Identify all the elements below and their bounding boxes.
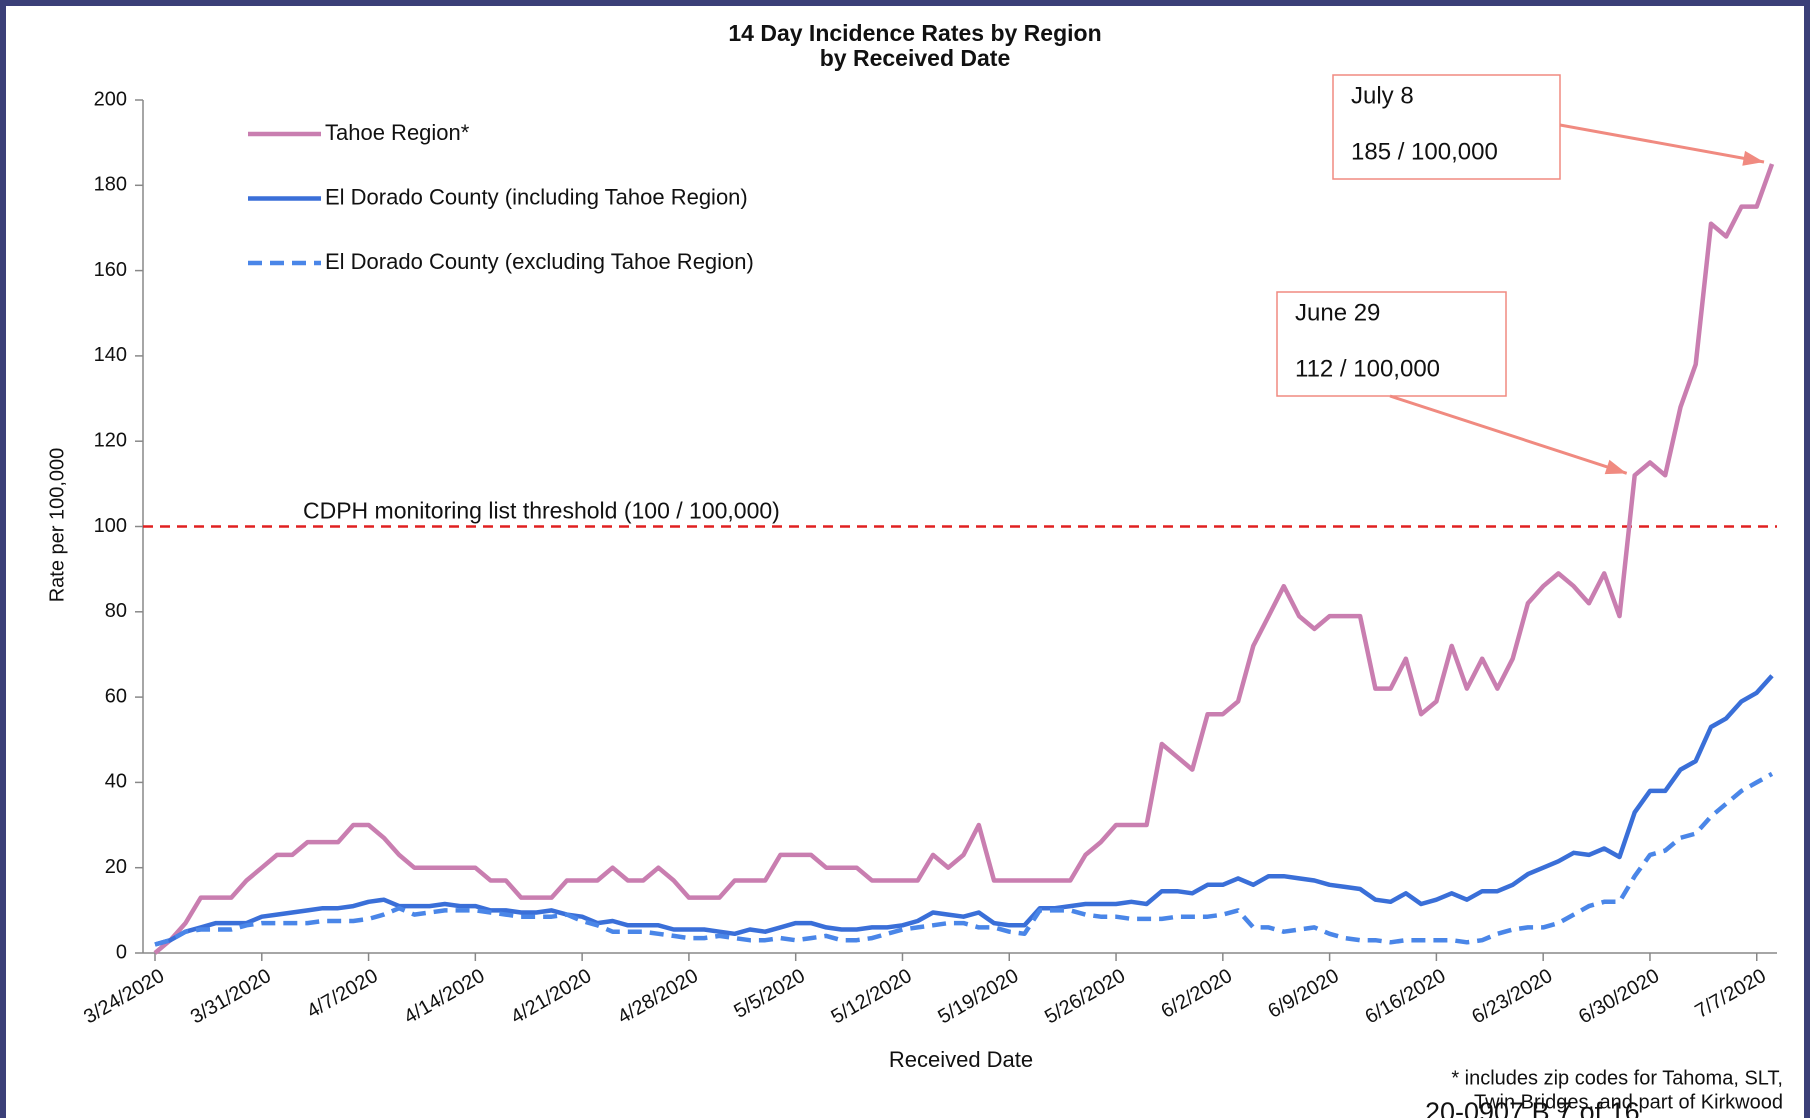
y-tick-label: 180 (94, 174, 127, 196)
y-tick-label: 20 (105, 856, 127, 878)
threshold-label: CDPH monitoring list threshold (100 / 10… (303, 498, 780, 524)
y-tick-label: 140 (94, 344, 127, 366)
y-tick-label: 100 (94, 515, 127, 537)
footnote: Twin Bridges, and part of Kirkwood (1474, 1091, 1783, 1113)
annotation-box (1276, 291, 1507, 397)
annotation-arrow (1559, 123, 1765, 164)
series-line (154, 771, 1774, 947)
chart-title: 14 Day Incidence Rates by Region (728, 20, 1101, 46)
annotation-text: 185 / 100,000 (1351, 138, 1498, 165)
x-axis-label: Received Date (889, 1047, 1033, 1072)
annotation-text: June 29 (1295, 299, 1380, 326)
y-tick-label: 80 (105, 600, 127, 622)
annotation-arrowhead (1604, 459, 1627, 475)
annotation-text: 112 / 100,000 (1295, 355, 1440, 382)
series-line (154, 674, 1774, 947)
annotation-arrowhead (1742, 150, 1764, 166)
footnote: * includes zip codes for Tahoma, SLT, (1451, 1067, 1783, 1089)
y-tick-label: 160 (94, 259, 127, 281)
y-tick-label: 60 (105, 685, 127, 707)
annotation-box (1332, 74, 1561, 180)
annotation-text: July 8 (1351, 82, 1414, 109)
legend-label: El Dorado County (excluding Tahoe Region… (325, 249, 754, 274)
chart-subtitle: by Received Date (820, 45, 1010, 71)
y-axis-label: Rate per 100,000 (46, 448, 68, 603)
legend-label: El Dorado County (including Tahoe Region… (325, 184, 748, 209)
page-stamp: 20-0907 B 7 of 16 (1425, 1097, 1640, 1118)
series-line (153, 163, 1775, 955)
y-tick-label: 0 (116, 941, 127, 963)
y-tick-label: 200 (94, 88, 127, 110)
y-tick-label: 40 (105, 771, 127, 793)
annotation-arrow (1389, 394, 1628, 475)
legend-label: Tahoe Region* (325, 120, 470, 145)
y-tick-label: 120 (94, 429, 127, 451)
